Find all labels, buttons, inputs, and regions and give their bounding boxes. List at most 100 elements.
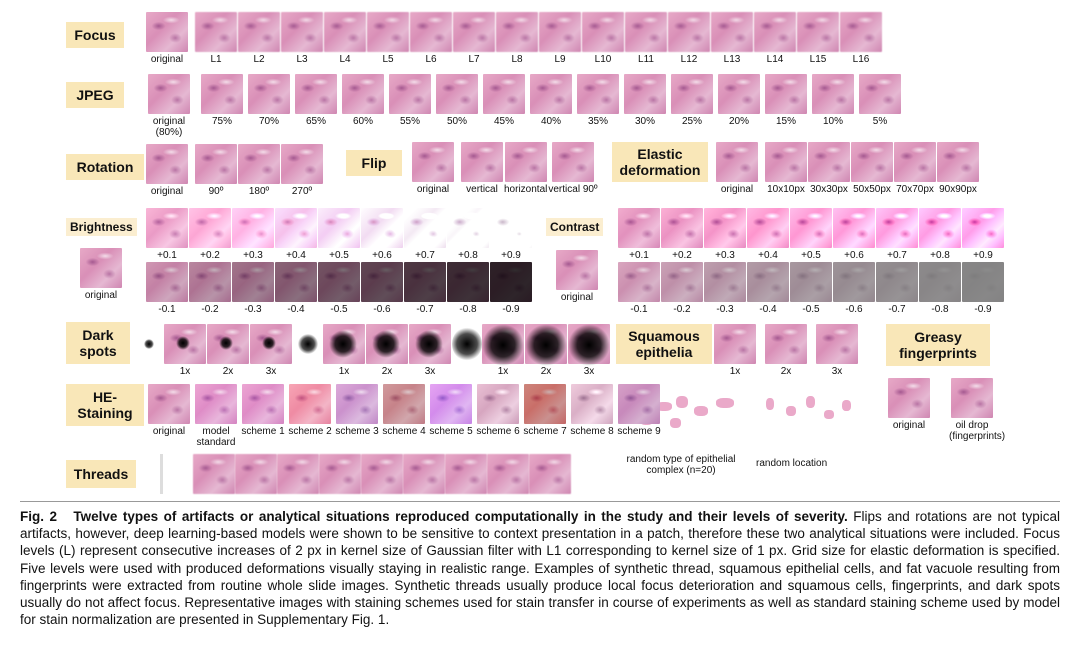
tissue-tile (483, 74, 525, 114)
tile-caption: 3x (265, 366, 277, 377)
tile-cell: -0.3 (704, 262, 746, 315)
tissue-tile (711, 12, 753, 52)
tile-cell: original (146, 144, 188, 197)
squamous-caption-location: random location (756, 458, 828, 469)
squamous-row: 1x 2x 3x (714, 324, 859, 377)
tile-caption: 40% (540, 116, 561, 127)
tile-cell: +0.4 (747, 208, 789, 261)
tile-cell: 10% (810, 74, 856, 138)
tile-cell: 10x10px (765, 142, 807, 195)
tissue-tile (323, 324, 365, 364)
tile-caption: 10x10px (767, 184, 805, 195)
tissue-tile (625, 12, 667, 52)
tissue-tile (80, 248, 122, 288)
tile-caption: 3x (583, 366, 595, 377)
tile-caption: +0.9 (973, 250, 993, 261)
tile-cell: 90º (195, 144, 237, 197)
tile-caption: -0.3 (244, 304, 262, 315)
tile-cell: -0.4 (275, 262, 317, 315)
tile-cell: +0.1 (146, 208, 188, 261)
tissue-tile (383, 384, 425, 424)
jpeg-row: original (80%) 75% 70% 65% 60% 55% 50% 45% 40% 35… (146, 74, 904, 138)
tile-caption: 35% (587, 116, 608, 127)
tile-cell: L1 (195, 12, 237, 65)
tile-caption: 1x (497, 366, 509, 377)
tile-caption: original (150, 54, 184, 65)
tile-caption: -0.9 (974, 304, 992, 315)
brightness-negative-row: -0.1 -0.2 -0.3 -0.4 -0.5 -0.6 -0.7 -0.8 -0.9 (146, 262, 533, 315)
tissue-tile (389, 74, 431, 114)
tissue-tile (765, 142, 807, 182)
tile-caption: L4 (339, 54, 351, 65)
tissue-tile (529, 454, 571, 494)
tile-cell: 3x (409, 324, 451, 377)
tile-caption: 90x90px (939, 184, 977, 195)
tile-caption: -0.1 (158, 304, 176, 315)
tissue-tile (275, 262, 317, 302)
tile-cell: original (886, 378, 932, 442)
tile-cell: -0.8 (919, 262, 961, 315)
tissue-tile (164, 324, 206, 364)
tissue-tile (146, 262, 188, 302)
tile-cell: 90x90px (937, 142, 979, 195)
tile-cell: +0.5 (790, 208, 832, 261)
tile-cell: 2x (765, 324, 807, 377)
tile-cell: vertical 90º (548, 142, 598, 195)
tile-cell: 1x (164, 324, 206, 377)
thread-strip (160, 454, 163, 494)
tile-cell: original (146, 12, 188, 65)
tile-caption: original (416, 184, 450, 195)
tile-caption: 1x (179, 366, 191, 377)
tile-caption: scheme 6 (476, 426, 520, 437)
tile-caption: 10% (822, 116, 843, 127)
tissue-tile (577, 74, 619, 114)
tissue-tile (894, 142, 936, 182)
brightness-label: Brightness (66, 218, 137, 236)
tile-caption: L6 (425, 54, 437, 65)
tissue-tile (412, 142, 454, 182)
tissue-tile (568, 324, 610, 366)
tissue-tile (195, 12, 237, 52)
tissue-tile (661, 208, 703, 248)
tile-caption: original (84, 290, 118, 301)
tissue-tile (436, 74, 478, 114)
tissue-tile (238, 12, 280, 52)
tile-cell: +0.6 (833, 208, 875, 261)
tile-cell: scheme 3 (334, 384, 380, 448)
tile-caption: scheme 4 (382, 426, 426, 437)
tile-caption: 5% (872, 116, 888, 127)
tile-caption: scheme 8 (570, 426, 614, 437)
tile-cell: -0.7 (404, 262, 446, 315)
tile-caption: 70x70px (896, 184, 934, 195)
tile-cell: 270º (281, 144, 323, 197)
tile-caption: L10 (594, 54, 612, 65)
tissue-tile (232, 262, 274, 302)
tile-cell: +0.8 (919, 208, 961, 261)
greasy-row: original oil drop (fingerprints) (886, 378, 1005, 442)
brightness-positive-row: +0.1 +0.2 +0.3 +0.4 +0.5 +0.6 +0.7 +0.8 +0.9 (146, 208, 533, 261)
tissue-tile (754, 12, 796, 52)
tile-caption: +0.2 (200, 250, 220, 261)
tile-cell: L16 (840, 12, 882, 65)
tile-caption: scheme 5 (429, 426, 473, 437)
tile-cell: +0.7 (404, 208, 446, 261)
tissue-tile (747, 208, 789, 248)
tile-cell: +0.9 (962, 208, 1004, 261)
tissue-tile (148, 384, 190, 424)
tissue-tile (361, 208, 403, 248)
tile-cell: +0.8 (447, 208, 489, 261)
tile-caption: 2x (381, 366, 393, 377)
tile-cell: scheme 1 (240, 384, 286, 448)
tile-cell: 35% (575, 74, 621, 138)
tile-caption: 55% (399, 116, 420, 127)
rotation-row: original 90º 180º 270º (146, 144, 324, 197)
tissue-tile (797, 12, 839, 52)
tile-cell: L8 (496, 12, 538, 65)
tile-cell: +0.1 (618, 208, 660, 261)
tissue-tile (571, 384, 613, 424)
tile-caption: 2x (780, 366, 792, 377)
tile-caption: 70% (258, 116, 279, 127)
tile-cell: -0.6 (361, 262, 403, 315)
tissue-tile (148, 74, 190, 114)
tile-cell: -0.2 (661, 262, 703, 315)
